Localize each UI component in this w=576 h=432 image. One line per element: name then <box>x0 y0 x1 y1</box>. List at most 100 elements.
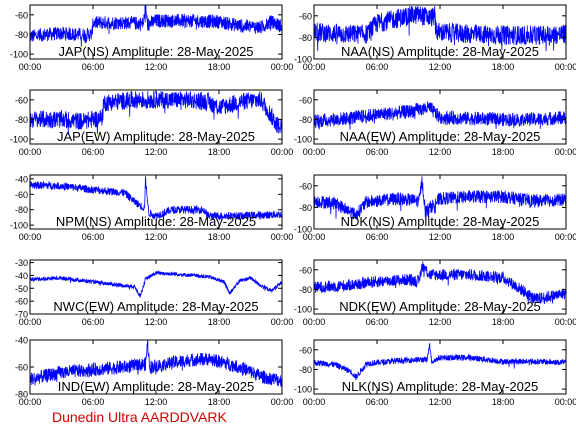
x-tick-label: 00:00 <box>19 317 42 327</box>
x-tick-label: 00:00 <box>271 147 294 157</box>
y-tick-label: -30 <box>15 258 28 268</box>
y-tick-label: -60 <box>299 95 312 105</box>
x-tick-label: 12:00 <box>429 397 452 407</box>
x-tick-label: 12:00 <box>429 62 452 72</box>
x-tick-label: 00:00 <box>303 232 326 242</box>
x-tick-label: 00:00 <box>271 232 294 242</box>
y-tick-label: -40 <box>15 336 28 346</box>
y-tick-label: -40 <box>15 174 28 184</box>
x-tick-label: 06:00 <box>366 397 389 407</box>
series-line <box>30 340 282 387</box>
y-tick-label: -60 <box>15 95 28 105</box>
series-line <box>314 261 566 305</box>
x-tick-label: 18:00 <box>208 317 231 327</box>
series-line <box>30 270 282 298</box>
x-tick-label: 00:00 <box>19 232 42 242</box>
x-tick-label: 00:00 <box>19 397 42 407</box>
x-tick-label: 06:00 <box>366 147 389 157</box>
y-tick-label: -80 <box>299 115 312 125</box>
x-tick-label: 12:00 <box>145 317 168 327</box>
x-tick-label: 06:00 <box>82 397 105 407</box>
panel-3: -60 -80 -100 00:00 06:00 12:00 18:00 00:00 NAA(E… <box>294 89 576 157</box>
x-tick-label: 00:00 <box>19 62 42 72</box>
y-tick-label: -100 <box>294 385 312 395</box>
x-tick-label: 18:00 <box>208 147 231 157</box>
chart-title: NDK(EW) Amplitude: 28-May-2025 <box>339 299 541 314</box>
x-tick-label: 18:00 <box>492 147 515 157</box>
x-tick-label: 00:00 <box>555 232 576 242</box>
y-tick-label: -60 <box>15 10 28 20</box>
series-line <box>30 90 282 135</box>
y-tick-label: -100 <box>294 135 312 145</box>
y-tick-label: -80 <box>15 115 28 125</box>
x-tick-label: 18:00 <box>208 232 231 242</box>
y-tick-label: -60 <box>299 11 312 21</box>
y-tick-label: -100 <box>10 135 28 145</box>
series-line <box>30 176 282 221</box>
series-line <box>314 343 566 381</box>
x-tick-label: 00:00 <box>555 317 576 327</box>
series-line <box>30 5 282 47</box>
x-tick-label: 18:00 <box>492 397 515 407</box>
x-tick-label: 06:00 <box>82 62 105 72</box>
y-tick-label: -70 <box>15 310 28 320</box>
x-tick-label: 12:00 <box>145 147 168 157</box>
x-tick-label: 06:00 <box>82 232 105 242</box>
y-tick-label: -80 <box>15 205 28 215</box>
chart-title: NAA(NS) Amplitude: 28-May-2025 <box>341 44 539 59</box>
chart-title: JAP(NS) Amplitude: 28-May-2025 <box>58 44 253 59</box>
y-tick-label: -100 <box>294 55 312 65</box>
x-tick-label: 12:00 <box>145 232 168 242</box>
x-tick-label: 00:00 <box>271 397 294 407</box>
x-tick-label: 00:00 <box>19 147 42 157</box>
x-tick-label: 18:00 <box>492 62 515 72</box>
x-tick-label: 00:00 <box>303 397 326 407</box>
x-tick-label: 00:00 <box>555 147 576 157</box>
chart-title: JAP(EW) Amplitude: 28-May-2025 <box>57 129 255 144</box>
chart-title: IND(EW) Amplitude: 28-May-2025 <box>58 379 255 394</box>
x-tick-label: 06:00 <box>82 147 105 157</box>
x-tick-label: 00:00 <box>303 147 326 157</box>
y-tick-label: -80 <box>15 30 28 40</box>
y-tick-label: -60 <box>15 190 28 200</box>
series-line <box>314 176 566 220</box>
y-tick-label: -50 <box>15 284 28 294</box>
x-tick-label: 18:00 <box>492 317 515 327</box>
panel-2: -60 -80 -100 00:00 06:00 12:00 18:00 00:00 JAP(E… <box>10 89 294 157</box>
y-tick-label: -60 <box>299 265 312 275</box>
x-tick-label: 00:00 <box>303 62 326 72</box>
x-tick-label: 18:00 <box>492 232 515 242</box>
y-tick-label: -80 <box>299 285 312 295</box>
x-tick-label: 00:00 <box>555 397 576 407</box>
y-tick-label: -60 <box>15 297 28 307</box>
y-tick-label: -60 <box>299 181 312 191</box>
y-tick-label: -80 <box>15 390 28 400</box>
x-tick-label: 12:00 <box>429 147 452 157</box>
x-tick-label: 18:00 <box>208 397 231 407</box>
x-tick-label: 06:00 <box>82 317 105 327</box>
series-line <box>314 101 566 130</box>
x-tick-label: 00:00 <box>271 317 294 327</box>
panel-9: -60 -80 -100 00:00 06:00 12:00 18:00 00:00 NLK(N… <box>294 339 576 407</box>
x-tick-label: 00:00 <box>271 62 294 72</box>
y-tick-label: -80 <box>299 203 312 213</box>
y-tick-label: -100 <box>294 305 312 315</box>
x-tick-label: 00:00 <box>303 317 326 327</box>
y-tick-label: -100 <box>10 50 28 60</box>
y-tick-label: -80 <box>299 33 312 43</box>
chart-title: NPM(NS) Amplitude: 28-May-2025 <box>56 214 256 229</box>
y-tick-label: -100 <box>294 225 312 235</box>
y-tick-label: -60 <box>299 345 312 355</box>
chart-title: NDK(NS) Amplitude: 28-May-2025 <box>341 214 540 229</box>
footer-label: Dunedin Ultra AARDDVARK <box>52 409 227 425</box>
x-tick-label: 06:00 <box>366 317 389 327</box>
y-tick-label: -80 <box>299 365 312 375</box>
x-tick-label: 12:00 <box>145 62 168 72</box>
x-tick-label: 18:00 <box>208 62 231 72</box>
